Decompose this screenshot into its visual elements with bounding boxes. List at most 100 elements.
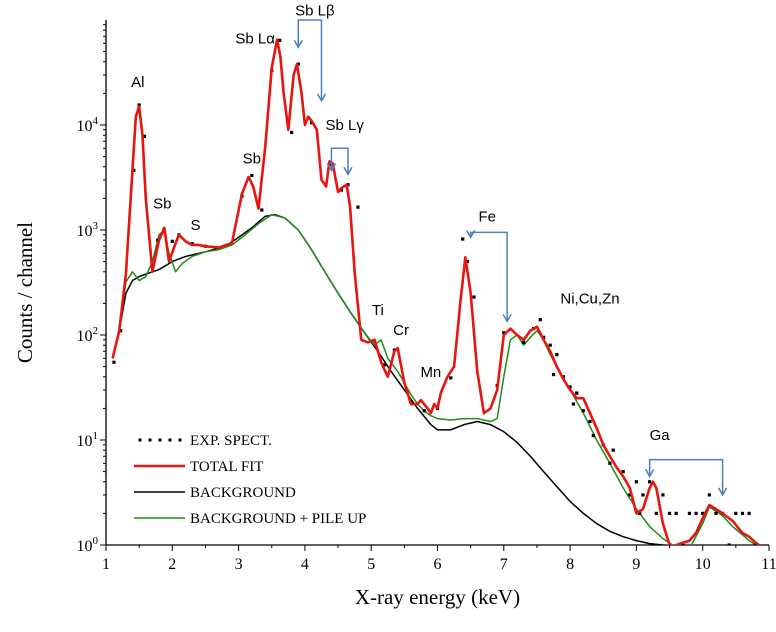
legend-swatch-dot bbox=[138, 438, 142, 442]
legend-swatch-dot bbox=[148, 438, 152, 442]
peak-marker-bracket bbox=[648, 458, 724, 495]
data-point bbox=[667, 511, 672, 515]
data-point bbox=[588, 419, 592, 424]
data-point bbox=[747, 511, 751, 515]
peak-label: Fe bbox=[478, 209, 496, 226]
data-point bbox=[461, 237, 465, 241]
y-tick-exponent: 2 bbox=[93, 325, 99, 337]
peak-marker-bracket bbox=[469, 231, 508, 322]
data-point bbox=[346, 183, 350, 187]
marker-arrowhead-right bbox=[717, 487, 728, 497]
data-point bbox=[687, 511, 692, 515]
data-point bbox=[142, 134, 147, 138]
data-point bbox=[581, 409, 585, 413]
data-point bbox=[591, 434, 595, 438]
x-tick-label: 3 bbox=[235, 556, 243, 573]
data-point bbox=[260, 208, 264, 212]
data-point bbox=[118, 329, 123, 333]
data-point bbox=[551, 372, 556, 377]
peak-label: Cr bbox=[393, 322, 409, 339]
y-tick-exponent: 0 bbox=[93, 535, 99, 547]
x-tick-label: 11 bbox=[761, 556, 776, 573]
legend-label: BACKGROUND + PILE UP bbox=[190, 511, 366, 527]
y-tick-base: 10 bbox=[77, 223, 93, 240]
legend: EXP. SPECT. TOTAL FIT BACKGROUND BACKGROUND… bbox=[134, 433, 366, 527]
legend-swatch-dot bbox=[158, 438, 162, 442]
data-point bbox=[132, 168, 136, 172]
marker-group bbox=[293, 19, 728, 497]
data-point bbox=[382, 363, 387, 367]
peak-label: Al bbox=[131, 74, 144, 91]
peak-label: Sb bbox=[153, 196, 171, 213]
data-point bbox=[611, 448, 615, 452]
data-point bbox=[727, 543, 731, 545]
y-tick-base: 10 bbox=[77, 328, 93, 345]
x-tick-label: 8 bbox=[566, 556, 574, 573]
y-tick-base: 10 bbox=[77, 433, 93, 450]
x-tick-label: 6 bbox=[434, 556, 442, 573]
data-point bbox=[641, 493, 645, 497]
data-point bbox=[681, 543, 685, 545]
data-point bbox=[555, 353, 559, 357]
legend-label: EXP. SPECT. bbox=[190, 433, 272, 449]
data-point bbox=[701, 511, 705, 515]
data-point bbox=[112, 360, 116, 364]
data-point bbox=[170, 239, 174, 243]
data-point bbox=[356, 205, 360, 209]
data-point bbox=[571, 402, 576, 406]
peak-label: Ga bbox=[650, 427, 671, 444]
annotation-group: Al Sb S Sb Sb Lα Sb Lβ Sb Lγ Fe Ti Cr Mn Ni,Cu,Zn Ga bbox=[131, 3, 670, 444]
peak-marker-bracket bbox=[330, 147, 349, 175]
peak-label: Sb Lγ bbox=[326, 117, 365, 134]
x-tick-label: 7 bbox=[500, 556, 508, 573]
background-pileup-line bbox=[111, 213, 758, 545]
marker-arrowhead-left bbox=[326, 162, 337, 172]
data-point bbox=[638, 511, 642, 515]
x-tick-label: 1 bbox=[102, 556, 110, 573]
data-point bbox=[502, 331, 506, 335]
peak-label: Sb bbox=[243, 150, 261, 167]
peak-label: S bbox=[190, 217, 200, 234]
data-point bbox=[707, 493, 711, 497]
marker-arrowhead-right bbox=[316, 93, 327, 103]
data-point bbox=[661, 493, 665, 497]
data-point bbox=[714, 511, 718, 515]
data-point bbox=[472, 295, 476, 299]
data-point bbox=[278, 38, 282, 42]
y-axis-title: Counts / channel bbox=[13, 222, 37, 363]
data-point bbox=[296, 62, 300, 66]
data-point bbox=[538, 318, 542, 322]
y-tick-label: 102 bbox=[77, 325, 99, 345]
data-point bbox=[628, 493, 632, 497]
y-tick-base: 10 bbox=[77, 538, 93, 555]
x-tick-label: 2 bbox=[168, 556, 176, 573]
legend-label: TOTAL FIT bbox=[190, 459, 263, 475]
data-point bbox=[734, 511, 738, 515]
marker-arrowhead-right bbox=[502, 313, 512, 323]
data-point bbox=[621, 470, 625, 474]
y-tick-label: 103 bbox=[77, 220, 99, 240]
series-group bbox=[111, 38, 762, 545]
legend-swatch-dot bbox=[178, 438, 182, 442]
x-tick-label: 9 bbox=[632, 556, 640, 573]
data-point bbox=[648, 480, 652, 484]
y-tick-base: 10 bbox=[77, 118, 93, 135]
x-tick-label: 10 bbox=[695, 556, 711, 573]
y-tick-label: 101 bbox=[77, 430, 99, 450]
data-point bbox=[568, 385, 572, 389]
data-point bbox=[654, 511, 658, 515]
data-point bbox=[422, 409, 426, 413]
data-point bbox=[449, 376, 453, 380]
peak-marker-bracket bbox=[297, 19, 323, 101]
marker-arrowhead-left bbox=[645, 469, 655, 478]
peak-label: Sb Lα bbox=[235, 30, 275, 47]
x-tick-label: 5 bbox=[367, 556, 375, 573]
data-point bbox=[634, 480, 638, 484]
legend-swatch-dot bbox=[168, 438, 172, 442]
background-line bbox=[111, 213, 674, 545]
marker-arrowhead-right bbox=[343, 166, 353, 176]
marker-arrowhead-left bbox=[465, 230, 476, 239]
data-point bbox=[740, 511, 745, 515]
peak-label: Ti bbox=[372, 302, 384, 319]
